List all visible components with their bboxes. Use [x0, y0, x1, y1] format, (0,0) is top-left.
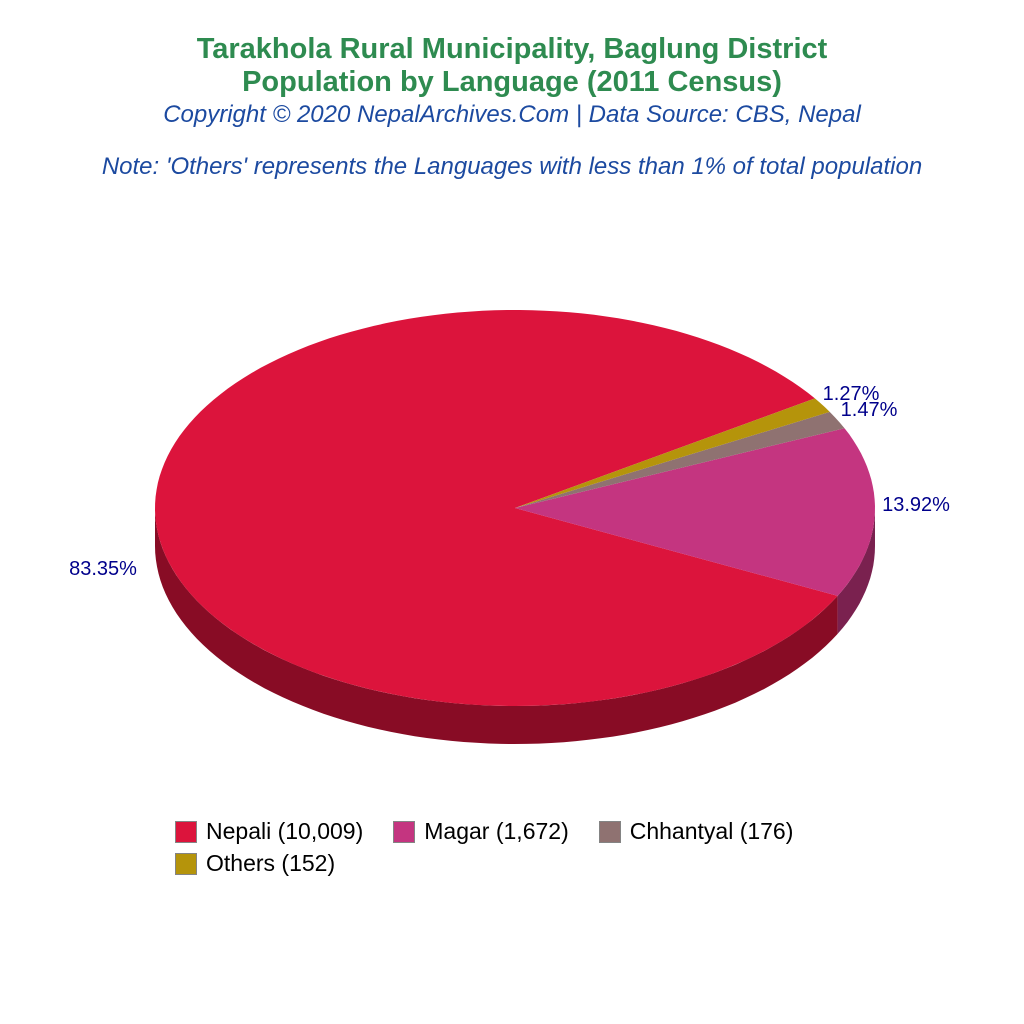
legend-swatch-magar: [393, 820, 416, 843]
legend-item-others[interactable]: Others (152): [175, 850, 335, 877]
pie-depth-nepali: [155, 508, 838, 744]
pct-label-magar: 13.92%: [882, 494, 950, 516]
title-line-1: Tarakhola Rural Municipality, Baglung Di…: [196, 33, 828, 65]
legend-item-nepali[interactable]: Nepali (10,009): [175, 818, 363, 845]
legend-label: Nepali (10,009): [206, 818, 364, 844]
legend-item-magar[interactable]: Magar (1,672): [393, 818, 569, 845]
pct-label-others: 1.27%: [823, 383, 880, 405]
legend-swatch-others: [175, 852, 197, 875]
pie-slice-others[interactable]: [515, 398, 830, 508]
legend-label: Others (152): [206, 850, 336, 876]
chart-legend: Nepali (10,009) Magar (1,672) Chhantyal (1…: [175, 818, 885, 877]
title-line-2: Population by Language (2011 Census): [242, 66, 782, 98]
page-title: Tarakhola Rural Municipality, Baglung Di…: [0, 33, 1024, 99]
pie-slice-chhantyal[interactable]: [515, 411, 845, 508]
legend-label: Magar (1,672): [424, 818, 569, 844]
legend-swatch-chhantyal: [598, 820, 621, 843]
legend-label: Chhantyal (176): [629, 818, 794, 844]
legend-swatch-nepali: [175, 820, 197, 843]
pie-slice-magar[interactable]: [515, 428, 875, 596]
pie-slice-nepali[interactable]: [155, 310, 838, 706]
legend-item-chhantyal[interactable]: Chhantyal (176): [598, 818, 794, 845]
note-line: Note: 'Others' represents the Languages …: [101, 153, 923, 180]
copyright-line: Copyright © 2020 NepalArchives.Com | Dat…: [163, 101, 861, 128]
pct-label-chhantyal: 1.47%: [841, 399, 898, 421]
pct-label-nepali: 83.35%: [69, 558, 137, 580]
